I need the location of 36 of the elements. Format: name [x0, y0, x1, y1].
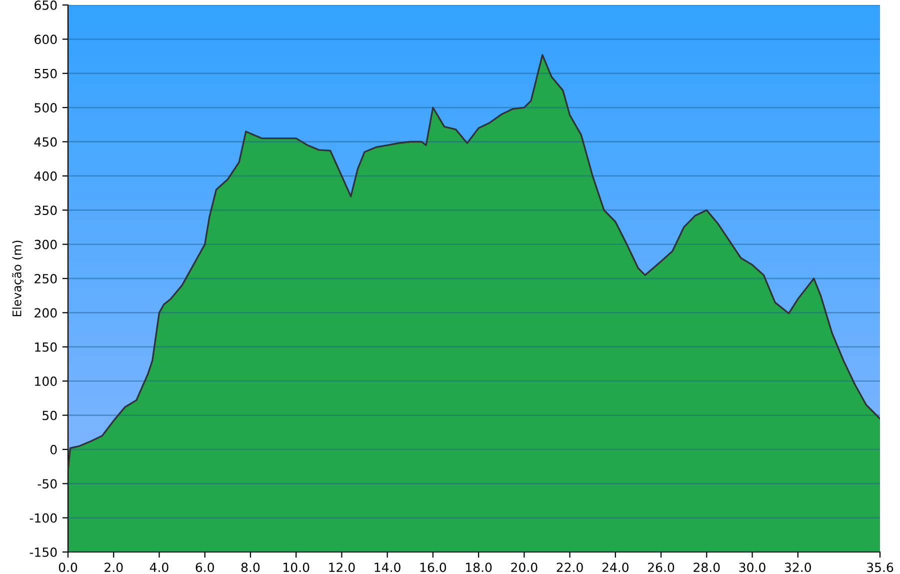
x-tick-label: 12.0 — [329, 562, 355, 572]
x-tick-label: 0.0 — [58, 562, 78, 572]
x-tick-label: 6.0 — [196, 562, 214, 572]
y-tick-label: 100 — [35, 376, 57, 386]
y-tick-label: -150 — [30, 547, 57, 557]
y-tick-label: -100 — [30, 513, 57, 523]
y-tick-label: 650 — [34, 0, 57, 10]
y-tick-label: 400 — [34, 171, 57, 181]
y-tick-label: 0 — [50, 444, 57, 454]
x-tick-label: 10.0 — [284, 562, 310, 572]
y-tick-label: 550 — [34, 68, 57, 78]
y-tick-label: -50 — [38, 479, 57, 489]
x-tick-label: 18.0 — [466, 562, 492, 572]
y-tick-label: 300 — [34, 240, 57, 250]
x-tick-label: 26.0 — [648, 562, 674, 572]
x-tick-label: 24.0 — [602, 562, 628, 572]
x-tick-label: 4.0 — [150, 562, 168, 572]
y-tick-label: 350 — [34, 206, 57, 216]
y-tick-label: 200 — [34, 308, 57, 318]
x-tick-label: 30.0 — [739, 562, 766, 572]
x-tick-label: 16.0 — [420, 562, 446, 572]
x-tick-label: 28.0 — [694, 562, 720, 572]
x-tick-label: 2.0 — [104, 562, 123, 572]
y-tick-label: 600 — [34, 34, 57, 44]
y-tick-label: 50 — [42, 410, 57, 420]
x-tick-label: 32.0 — [784, 562, 811, 572]
y-tick-label: 250 — [34, 274, 57, 284]
y-tick-label: 500 — [34, 103, 57, 112]
y-tick-label: 450 — [34, 137, 57, 147]
x-tick-label: 20.0 — [511, 562, 538, 572]
y-tick-label: 150 — [35, 342, 57, 352]
x-tick-label: 35.6 — [867, 562, 894, 572]
x-tick-label: 14.0 — [374, 562, 400, 572]
y-axis-title: Elevação (m) — [12, 240, 24, 316]
x-tick-label: 8.0 — [241, 562, 260, 572]
x-tick-label: 22.0 — [556, 562, 583, 572]
